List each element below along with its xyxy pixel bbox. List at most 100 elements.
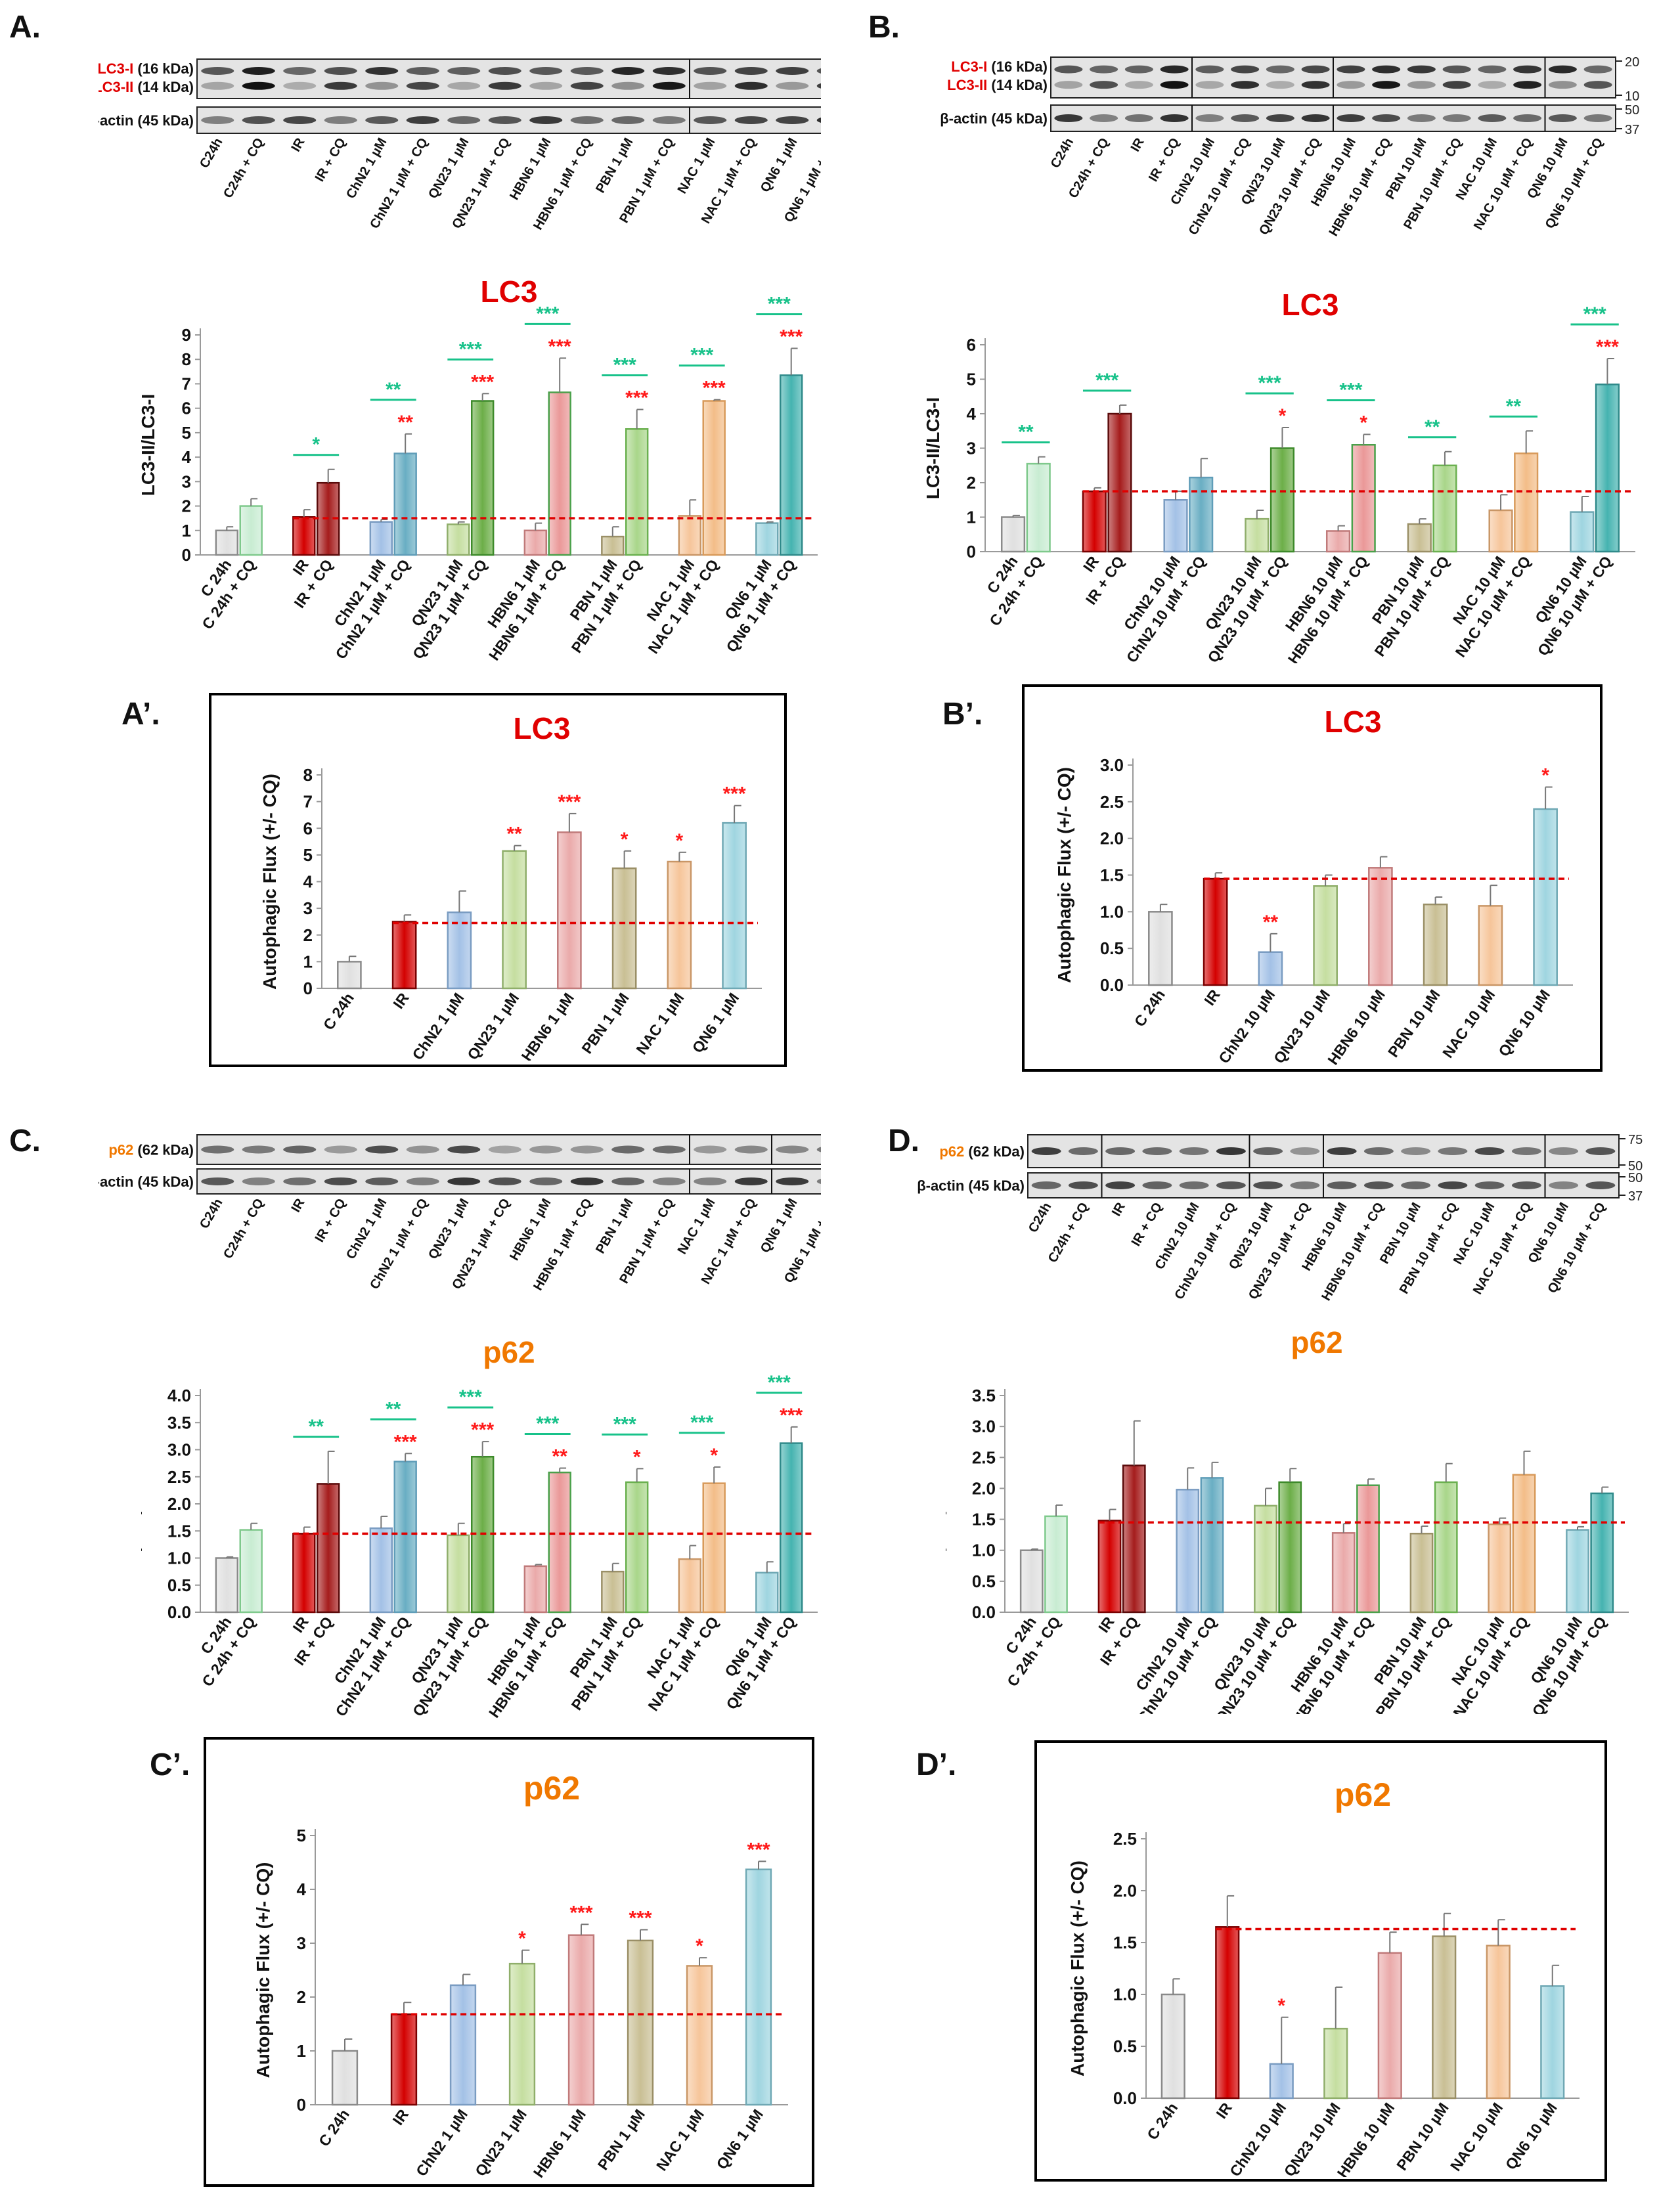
chart-a-prime-lc3-flux: LC3 0 1 2 3 4 5 6 7 8 Autophagic Flux (+/- CQ) C 24… [259, 711, 762, 1061]
blot-band [611, 81, 645, 90]
bar [625, 428, 649, 556]
blot-band [1407, 114, 1436, 122]
blot-band [652, 116, 686, 124]
blot-band [1231, 114, 1260, 122]
pair-significance-stars: *** [459, 338, 482, 360]
blot-band [1513, 114, 1542, 122]
marker-label: 75 [1628, 1133, 1643, 1147]
blot-band [1372, 114, 1401, 122]
significance-stars: * [621, 829, 629, 850]
lane-label: PBN 1 µM [593, 1197, 636, 1256]
lane-label: C24h [197, 136, 226, 171]
blot-band [1442, 114, 1471, 122]
y-tick-label: 5 [297, 1826, 306, 1845]
x-tick-label: PBN 1 µM [594, 2106, 648, 2173]
lane-label: IR + CQ [313, 1197, 349, 1245]
y-tick-label: 5 [303, 845, 313, 865]
y-tick-label: 3 [303, 898, 313, 918]
pair-significance-stars: ** [1425, 416, 1440, 438]
blot-band [1438, 1181, 1468, 1189]
bar [369, 521, 393, 556]
bar [1026, 462, 1051, 553]
bar [557, 831, 582, 990]
x-tick-label: C 24h [315, 2106, 353, 2149]
blot-band [201, 1145, 234, 1154]
blot-row-label: β-actin (45 kDa) [99, 112, 194, 129]
blot-row-label: LC3-II (14 kDa) [947, 77, 1048, 93]
panel-label-b: B. [868, 10, 900, 45]
blot-band [1195, 114, 1224, 122]
y-tick-label: 1 [303, 952, 313, 971]
bar [1097, 1520, 1122, 1614]
chart-title: LC3 [1282, 289, 1339, 322]
blot-band [1513, 81, 1542, 89]
blot-band [1442, 65, 1471, 74]
y-tick-label: 3.5 [972, 1386, 996, 1405]
x-tick-label: ChN2 10 µM [1226, 2099, 1289, 2177]
blot-band [242, 1177, 275, 1185]
x-tick-label: NAC 10 µM [1447, 2099, 1506, 2174]
pair-significance-stars: *** [1095, 370, 1118, 391]
blot-band [1407, 65, 1436, 74]
blot-band [488, 81, 521, 90]
blot-band [1179, 1147, 1209, 1155]
frame-d-prime [1034, 1740, 1607, 2182]
blot-band [1585, 1181, 1616, 1189]
blot-band [611, 1145, 645, 1154]
blot-band [324, 67, 357, 75]
blot-band [488, 116, 521, 124]
bar [755, 522, 779, 556]
y-tick-label: 4 [303, 872, 313, 892]
y-tick-label: 3.0 [1100, 755, 1124, 775]
y-tick-label: 0.5 [167, 1575, 191, 1595]
blot-band [1363, 1147, 1394, 1155]
blot-band [1090, 114, 1118, 122]
pair-significance-stars: *** [613, 355, 636, 376]
blot-strip [196, 58, 821, 99]
blot-band [1442, 81, 1471, 89]
lane-label: IR [1109, 1200, 1128, 1219]
blot-band [694, 1177, 727, 1185]
bar [625, 1481, 649, 1614]
y-tick-label: 3 [182, 472, 191, 491]
blot-band [365, 1145, 399, 1154]
lane-label: QN6 1 µM [758, 136, 801, 195]
marker-label: 50 [1628, 1171, 1643, 1185]
blot-band [242, 1145, 275, 1154]
bar [1161, 1993, 1185, 2099]
x-tick-label: PBN 1 µM [578, 990, 632, 1057]
bar [215, 529, 238, 556]
bar [1258, 951, 1283, 986]
bar [1377, 1952, 1402, 2099]
bar [1019, 1549, 1044, 1614]
pair-significance-stars: *** [1258, 372, 1281, 394]
blot-band [1583, 81, 1612, 89]
x-tick-label: QN23 1 µM [472, 2106, 530, 2180]
blot-band [1372, 65, 1401, 74]
blot-band [611, 1177, 645, 1185]
chart-d-p62-ratio: p620.00.51.01.52.02.53.03.5p62/β-actinC … [946, 1325, 1629, 1714]
blot-band [1585, 1147, 1616, 1155]
blot-band [1301, 81, 1330, 89]
blot-band [1372, 81, 1401, 89]
blot-band [1195, 65, 1224, 74]
y-tick-label: 3 [297, 1933, 306, 1953]
blot-band [1548, 114, 1577, 122]
bar [1323, 2027, 1348, 2099]
blot-band [1363, 1181, 1394, 1189]
blot-band [529, 67, 563, 75]
y-tick-label: 1.5 [167, 1521, 191, 1541]
blot-band [816, 118, 821, 123]
chart-c-prime-p62-flux: p62 0 1 2 3 4 5 Autophagic Flux (+/- CQ) C 24h IR… [253, 1770, 788, 2181]
significance-stars: *** [394, 1431, 417, 1453]
pair-significance-stars: ** [1018, 422, 1034, 443]
blot-band [1031, 1147, 1061, 1155]
y-tick-label: 3.5 [167, 1413, 191, 1432]
frame-b-prime [1022, 684, 1603, 1072]
bar [678, 515, 701, 556]
blot-band [1068, 1147, 1098, 1155]
bar [678, 1558, 701, 1614]
x-tick-label: QN6 10 µM [1502, 2099, 1560, 2173]
significance-stars: *** [471, 371, 494, 393]
y-tick-label: 7 [182, 374, 191, 393]
